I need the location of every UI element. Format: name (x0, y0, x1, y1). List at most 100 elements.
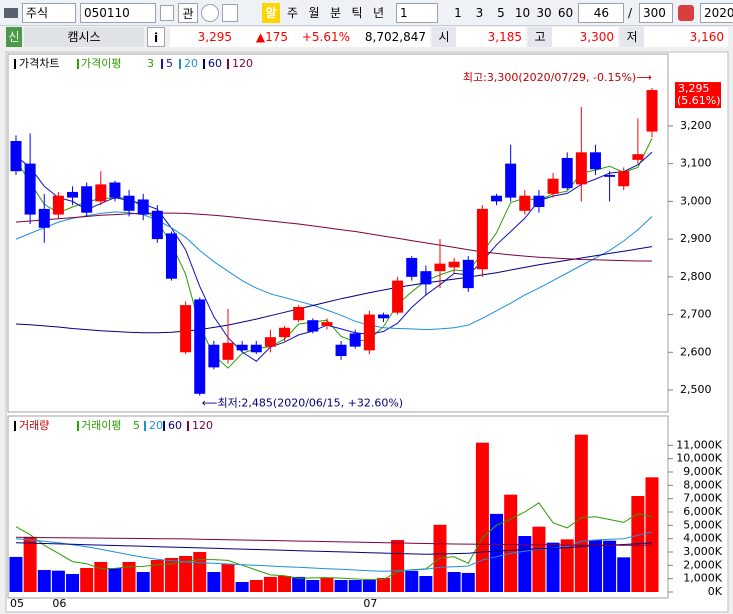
info-button[interactable]: i (147, 27, 165, 47)
minute-button[interactable]: 10 (514, 6, 531, 20)
low-label: 저 (620, 27, 644, 47)
minute-button[interactable]: 60 (557, 6, 574, 20)
candle-body (208, 344, 220, 368)
legend-entry: 60 (168, 419, 182, 432)
candle-body (420, 271, 432, 285)
volume-bar (108, 568, 122, 592)
x-tick-label: 06 (52, 597, 66, 610)
minute-button[interactable]: 1 (454, 6, 462, 20)
moving-average-line (15, 138, 653, 369)
y-tick-label: 6,000K (683, 505, 722, 518)
candle-body (561, 157, 573, 189)
spin-button[interactable] (222, 4, 238, 22)
y-tick-label: 1,000K (683, 572, 722, 585)
market-select[interactable]: 주식 (22, 3, 76, 23)
period-button[interactable]: 년 (372, 6, 385, 20)
volume-bar (37, 570, 51, 592)
candle-body (589, 152, 601, 170)
refresh-button[interactable] (201, 4, 219, 22)
legend-marker (163, 421, 165, 431)
volume-bar (278, 576, 292, 592)
legend-entry: 5 (166, 57, 173, 70)
search-button[interactable] (160, 5, 174, 21)
volume-bar (461, 572, 475, 592)
candle-body (67, 191, 79, 198)
y-tick-label: 3,000K (683, 545, 722, 558)
candle-body (307, 320, 319, 332)
volume-bar (207, 572, 221, 592)
separator: / (628, 6, 633, 20)
candle-body (618, 171, 630, 187)
minute-button[interactable]: 3 (475, 6, 484, 20)
moving-average-line (15, 246, 653, 334)
volume-bar (80, 568, 94, 592)
settings-button[interactable] (678, 5, 694, 21)
low-annotation: ⟵최저:2,485(2020/06/15, +32.60%) (202, 397, 403, 410)
max-input[interactable]: 300 (639, 3, 673, 23)
y-tick-label: 4,000K (683, 532, 722, 545)
volume-bar (391, 540, 405, 592)
candle-body (392, 280, 404, 313)
legend-entry: 5 (133, 419, 140, 432)
legend-entry: 20 (149, 419, 163, 432)
period-button[interactable]: 주 (286, 6, 299, 20)
volume-bar (574, 434, 588, 592)
candle-body (81, 186, 93, 213)
candle-body (476, 208, 488, 270)
candle-body (632, 154, 644, 160)
y-tick-label: 3,200 (680, 119, 712, 132)
menu-icon[interactable] (4, 8, 18, 18)
candle-body (194, 299, 206, 394)
open-label: 시 (432, 27, 456, 47)
volume-bar (94, 562, 108, 592)
y-tick-label: 3,000 (680, 194, 712, 207)
period-button[interactable]: 분 (329, 6, 342, 20)
y-tick-label: 8,000K (683, 478, 722, 491)
change: ▲175 (236, 27, 292, 47)
y-tick-label: 0K (708, 585, 723, 598)
legend-marker (14, 59, 16, 69)
volume-bar (405, 570, 419, 592)
period-button[interactable]: 월 (308, 6, 320, 20)
volume-bar (23, 536, 37, 592)
code-input[interactable]: 050110 (80, 3, 156, 23)
last-change-label: (5.61%) (677, 94, 721, 107)
minute-button[interactable]: 5 (497, 6, 505, 20)
y-tick-label: 2,000K (683, 558, 722, 571)
volume-bar (263, 576, 277, 592)
count-input[interactable]: 46 (578, 3, 624, 23)
y-tick-label: 3,100 (680, 157, 712, 170)
last-price-tag (675, 82, 721, 109)
period-button[interactable]: 틱 (351, 6, 363, 20)
minute-button[interactable]: 30 (536, 6, 552, 20)
favorite-button[interactable]: 관 (178, 3, 198, 23)
y-tick-label: 11,000K (676, 438, 722, 451)
volume-bar (504, 494, 518, 592)
y-tick-label: 7,000K (683, 492, 722, 505)
price-panel (7, 53, 669, 413)
legend-marker (203, 59, 205, 69)
candle-body (95, 184, 107, 202)
legend-marker (144, 421, 146, 431)
candle-body (321, 322, 333, 326)
legend-title: 가격차트 (19, 57, 59, 70)
volume-bar (164, 558, 178, 592)
candle-body (406, 257, 418, 277)
candle-body (575, 152, 587, 185)
legend-marker (14, 421, 16, 431)
y-tick-label: 2,800 (680, 270, 712, 283)
interval-select[interactable]: 1 (396, 3, 438, 23)
volume-bar (617, 557, 631, 592)
candle-body (335, 344, 347, 357)
period-button[interactable]: 알 (262, 3, 280, 23)
date-input[interactable]: 2020/ (700, 3, 733, 23)
candle-body (264, 337, 276, 347)
y-tick-label: 2,500 (680, 383, 712, 396)
candle-body (123, 195, 135, 211)
candle-body (448, 261, 460, 268)
candle-body (377, 314, 389, 319)
candle-body (646, 90, 658, 132)
